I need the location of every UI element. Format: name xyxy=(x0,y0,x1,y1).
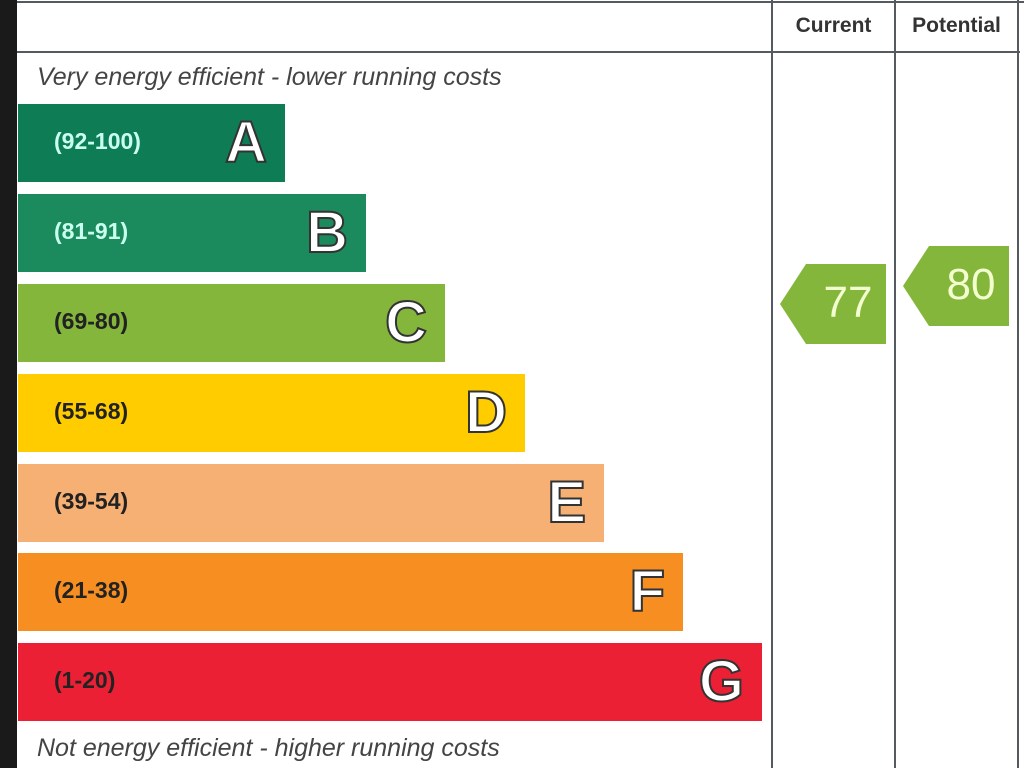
left-edge-strip xyxy=(0,0,17,768)
potential-column-divider xyxy=(894,0,896,768)
potential-arrow-shape xyxy=(903,246,1009,326)
band-bar-c: (69-80) C xyxy=(18,284,445,362)
band-letter: C xyxy=(384,289,428,356)
band-range: (92-100) xyxy=(54,128,141,154)
band-range: (39-54) xyxy=(54,488,129,514)
top-caption: Very energy efficient - lower running co… xyxy=(37,63,502,91)
band-range: (1-20) xyxy=(54,667,116,693)
band-bar-a: (92-100) A xyxy=(18,104,285,182)
current-rating-value: 77 xyxy=(823,278,873,327)
right-border xyxy=(1017,0,1019,768)
current-header: Current xyxy=(795,14,872,37)
band-bar-b: (81-91) B xyxy=(18,194,366,272)
current-column-divider xyxy=(771,0,773,768)
band-range: (81-91) xyxy=(54,218,129,244)
band-bar-e: (39-54) E xyxy=(18,464,604,542)
potential-header: Potential xyxy=(912,14,1001,37)
band-letter: E xyxy=(546,469,587,536)
current-arrow-shape xyxy=(780,264,886,344)
potential-rating-arrow: 80 xyxy=(903,246,1009,326)
band-letter: F xyxy=(629,558,666,625)
top-border xyxy=(17,1,1024,3)
band-bar-g: (1-20) G xyxy=(18,643,762,721)
band-range: (69-80) xyxy=(54,308,129,334)
bottom-caption: Not energy efficient - higher running co… xyxy=(37,734,500,762)
band-letter: G xyxy=(698,648,745,715)
header-divider xyxy=(17,51,1020,53)
band-letter: B xyxy=(305,199,349,266)
potential-rating-value: 80 xyxy=(946,260,996,309)
band-range: (21-38) xyxy=(54,577,129,603)
band-range: (55-68) xyxy=(54,398,129,424)
band-letter: A xyxy=(224,109,268,176)
band-letter: D xyxy=(464,379,508,446)
band-bar-f: (21-38) F xyxy=(18,553,683,631)
band-bar-d: (55-68) D xyxy=(18,374,525,452)
current-rating-arrow: 77 xyxy=(780,264,886,344)
